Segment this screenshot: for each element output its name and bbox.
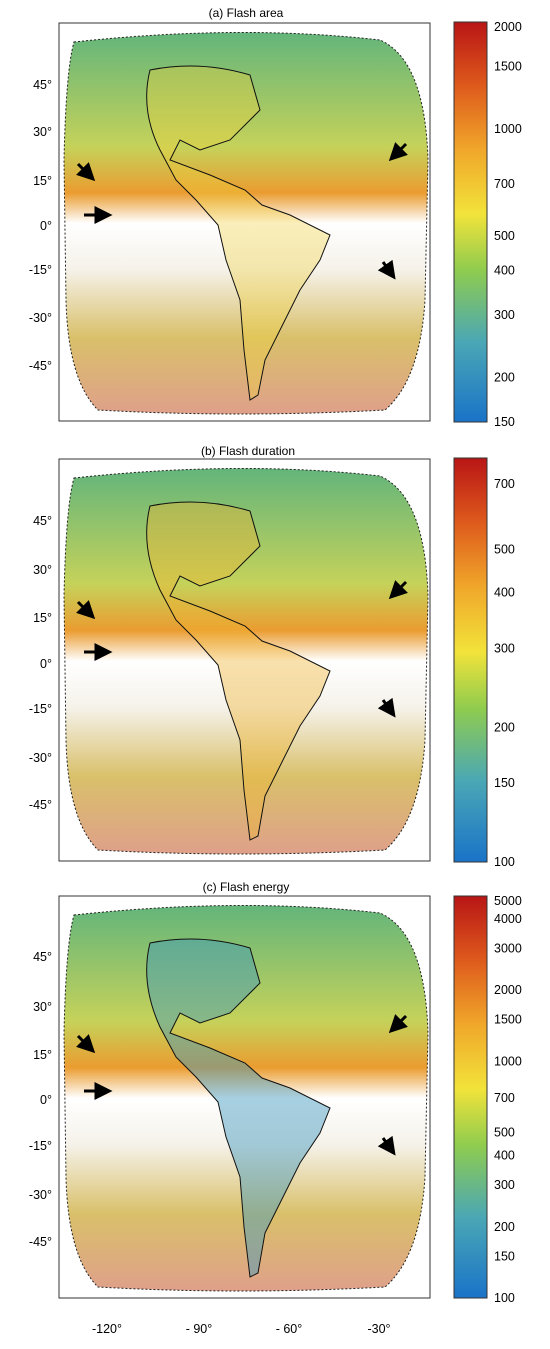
panel-c-lat-tick: 30° xyxy=(33,1000,52,1014)
panel-a-lat-tick: -45° xyxy=(29,359,52,373)
panel-c-lon-tick: - 90° xyxy=(186,1322,213,1336)
panel-c-arrow xyxy=(76,1034,96,1054)
panel-c-lat-tick: 15° xyxy=(33,1048,52,1062)
panel-c-lat-tick: -30° xyxy=(29,1188,52,1202)
panel-a-lat-tick: 15° xyxy=(33,174,52,188)
panel-c-title: (c) Flash energy xyxy=(203,880,290,894)
colorbar-tick-label: 700 xyxy=(494,177,515,191)
colorbar-tick-label: 5000 xyxy=(494,894,522,908)
panel-a: (a) Flash area 45° 30° 15° 0° -15° -30° … xyxy=(29,6,522,429)
panel-c-latitude-ticks: 45° 30° 15° 0° -15° -30° -45° xyxy=(29,950,52,1249)
panel-a-colorbar xyxy=(453,21,488,423)
panel-c-colorbar-ticks: 100 150 200 300 400 500 700 1000 1500 2000 3000 400… xyxy=(494,894,522,1305)
colorbar-tick-label: 150 xyxy=(494,415,515,429)
colorbar-tick-label: 200 xyxy=(494,720,515,734)
panel-c-map-region xyxy=(63,904,429,1292)
colorbar-tick-label: 500 xyxy=(494,229,515,243)
panel-a-arrow xyxy=(377,259,396,280)
panel-a-lat-tick: -30° xyxy=(29,311,52,325)
panel-a-lat-tick: 45° xyxy=(33,78,52,92)
colorbar-tick-label: 300 xyxy=(494,642,515,656)
panel-a-continent-outline xyxy=(146,65,331,401)
colorbar-tick-label: 100 xyxy=(494,855,515,869)
colorbar-tick-label: 2000 xyxy=(494,20,522,34)
colorbar-tick-label: 3000 xyxy=(494,942,522,956)
panel-b-arrows xyxy=(76,580,408,718)
panel-c-arrow xyxy=(388,1014,408,1034)
panel-b-lat-tick: 0° xyxy=(40,657,52,671)
panel-a-lat-tick: 30° xyxy=(33,125,52,139)
colorbar-tick-label: 200 xyxy=(494,371,515,385)
panel-a-lat-tick: -15° xyxy=(29,263,52,277)
colorbar-tick-label: 400 xyxy=(494,586,515,600)
colorbar-tick-label: 400 xyxy=(494,1149,515,1163)
panel-b-colorbar-ticks: 100 150 200 300 400 500 700 xyxy=(494,477,515,869)
panel-b-lat-tick: -30° xyxy=(29,751,52,765)
panel-b-lat-tick: -45° xyxy=(29,798,52,812)
panel-c-lon-tick: - 60° xyxy=(276,1322,303,1336)
panel-a-colorbar-ticks: 150 200 300 400 500 700 1000 1500 2000 xyxy=(494,20,522,429)
panel-c-continent-outline xyxy=(146,938,331,1278)
colorbar-tick-label: 300 xyxy=(494,308,515,322)
panel-a-lat-tick: 0° xyxy=(40,219,52,233)
colorbar-tick-label: 150 xyxy=(494,1249,515,1263)
panel-c-colorbar xyxy=(453,895,488,1299)
panel-b: (b) Flash duration 45° 30° 15° 0° -15° -… xyxy=(29,444,515,869)
panel-b-lat-tick: -15° xyxy=(29,702,52,716)
panel-a-title: (a) Flash area xyxy=(209,6,284,20)
panel-b-colorbar xyxy=(453,457,488,863)
colorbar-tick-label: 1000 xyxy=(494,122,522,136)
panel-c-longitude-ticks: -120° - 90° - 60° -30° xyxy=(92,1322,391,1336)
panel-b-lat-tick: 30° xyxy=(33,563,52,577)
panel-b-latitude-ticks: 45° 30° 15° 0° -15° -30° -45° xyxy=(29,514,52,812)
panel-c-lat-tick: -45° xyxy=(29,1235,52,1249)
panel-b-title: (b) Flash duration xyxy=(201,444,295,458)
panel-b-arrow xyxy=(388,580,408,600)
colorbar-tick-label: 2000 xyxy=(494,983,522,997)
panel-b-continent-outline xyxy=(146,501,331,841)
panel-c: (c) Flash energy 45° 30° 15° 0° -15° -30… xyxy=(29,880,522,1336)
colorbar-tick-label: 500 xyxy=(494,1126,515,1140)
colorbar-tick-label: 150 xyxy=(494,776,515,790)
panel-a-map-region xyxy=(63,31,429,415)
panel-a-latitude-ticks: 45° 30° 15° 0° -15° -30° -45° xyxy=(29,78,52,373)
panel-c-lon-tick: -120° xyxy=(92,1322,122,1336)
panel-b-arrow xyxy=(76,600,96,620)
colorbar-tick-label: 300 xyxy=(494,1178,515,1192)
panel-c-lat-tick: 0° xyxy=(40,1093,52,1107)
colorbar-tick-label: 1500 xyxy=(494,1013,522,1027)
panel-b-lat-tick: 45° xyxy=(33,514,52,528)
panel-c-arrow xyxy=(377,1135,396,1156)
colorbar-tick-label: 1500 xyxy=(494,59,522,73)
panel-a-arrow xyxy=(76,162,96,182)
colorbar-tick-label: 200 xyxy=(494,1220,515,1234)
colorbar-tick-label: 500 xyxy=(494,542,515,556)
colorbar-tick-label: 1000 xyxy=(494,1054,522,1068)
panel-b-arrow xyxy=(377,697,396,718)
panel-b-lat-tick: 15° xyxy=(33,611,52,625)
panel-a-arrow xyxy=(388,142,408,162)
colorbar-tick-label: 700 xyxy=(494,477,515,491)
panel-a-arrows xyxy=(76,142,408,280)
panel-b-map-region xyxy=(63,467,429,855)
panel-c-lat-tick: 45° xyxy=(33,950,52,964)
panel-c-lon-tick: -30° xyxy=(367,1322,390,1336)
colorbar-tick-label: 100 xyxy=(494,1291,515,1305)
colorbar-tick-label: 400 xyxy=(494,264,515,278)
colorbar-tick-label: 4000 xyxy=(494,912,522,926)
panel-c-lat-tick: -15° xyxy=(29,1139,52,1153)
panel-c-arrows xyxy=(76,1014,408,1156)
colorbar-tick-label: 700 xyxy=(494,1091,515,1105)
